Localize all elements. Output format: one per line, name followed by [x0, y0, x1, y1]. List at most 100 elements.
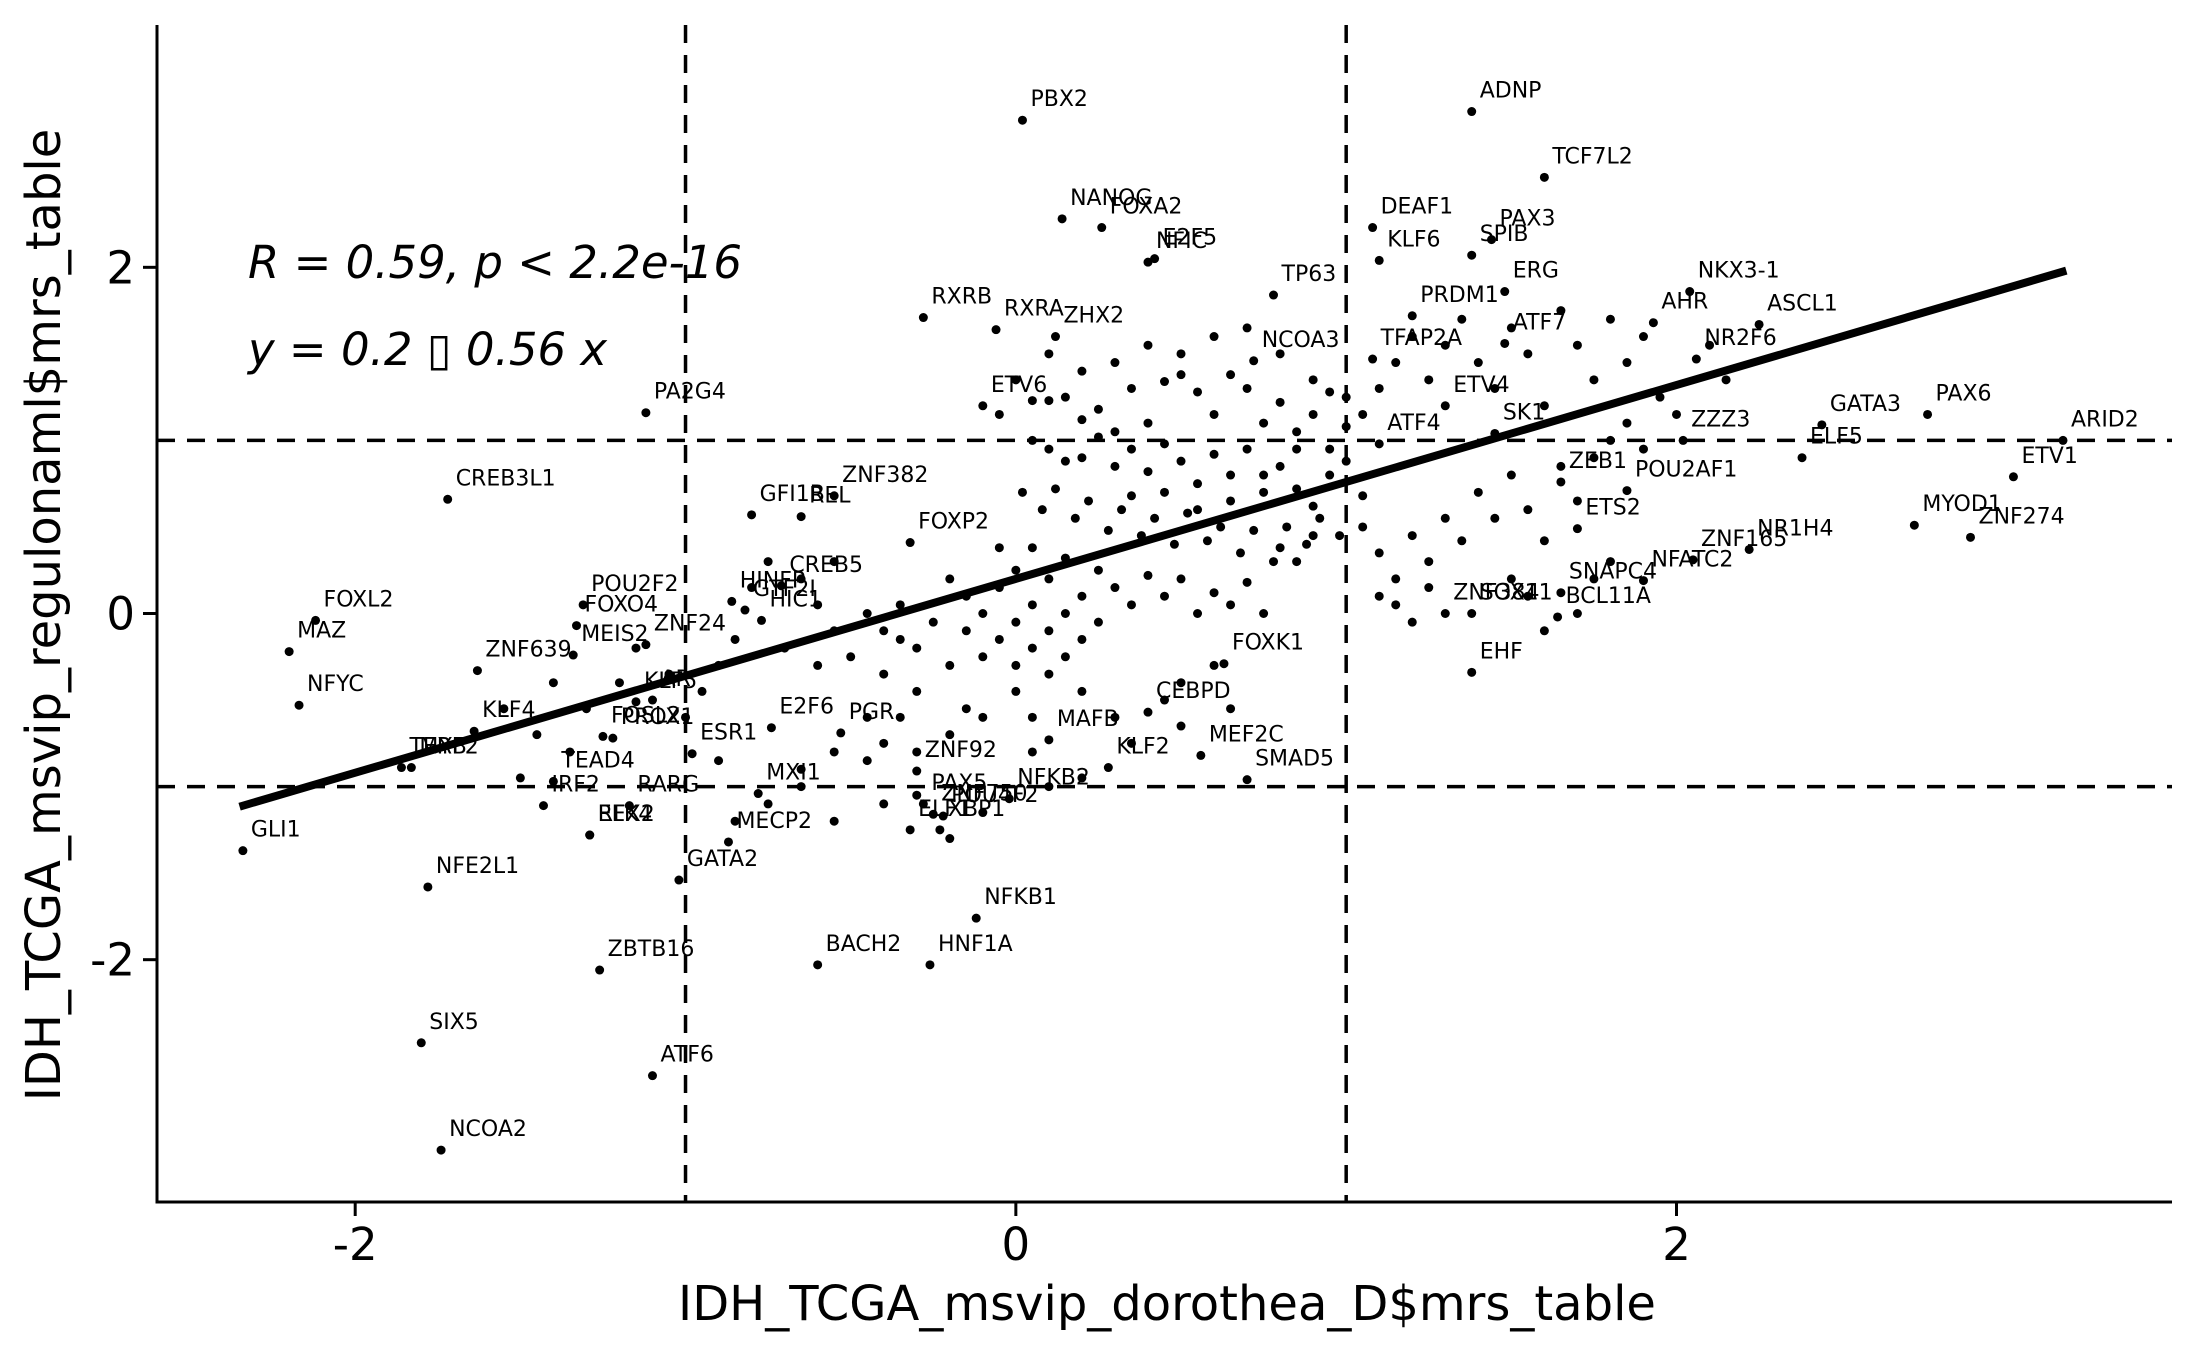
- data-point: [1556, 477, 1566, 487]
- data-point: [472, 666, 482, 676]
- data-point: [918, 313, 928, 323]
- point-label: CEBPD: [1156, 679, 1231, 704]
- point-label: FOXL2: [324, 587, 394, 612]
- data-point: [1202, 536, 1212, 546]
- point-label: PA2G4: [654, 380, 726, 405]
- data-point: [238, 846, 248, 856]
- point-label: SK1: [1503, 400, 1545, 425]
- point-label: ZNF384: [1453, 581, 1539, 606]
- data-point: [416, 1038, 426, 1048]
- point-label: NFKB2: [1017, 766, 1090, 791]
- data-point: [1797, 453, 1807, 463]
- point-label: MECP2: [736, 809, 812, 834]
- data-point: [971, 913, 981, 923]
- data-point: [747, 583, 757, 593]
- data-point: [879, 626, 889, 636]
- data-point: [1044, 782, 1054, 792]
- data-point: [1341, 422, 1351, 432]
- data-point: [2008, 472, 2018, 482]
- point-label: BCL11A: [1566, 584, 1651, 609]
- data-point: [905, 825, 915, 835]
- data-point: [829, 557, 839, 567]
- data-point: [1027, 643, 1037, 653]
- data-point: [1622, 358, 1632, 368]
- data-point: [1368, 223, 1378, 233]
- data-point: [879, 669, 889, 679]
- point-label: SNAPC4: [1569, 560, 1657, 585]
- data-point: [730, 634, 740, 644]
- data-point: [918, 799, 928, 809]
- data-point: [935, 825, 945, 835]
- data-point: [1044, 574, 1054, 584]
- data-point: [1060, 392, 1070, 402]
- data-point: [1027, 396, 1037, 406]
- data-point: [1467, 609, 1477, 618]
- data-point: [1117, 505, 1127, 515]
- point-label: PRDM1: [1420, 283, 1498, 308]
- point-label: ETV4: [1453, 373, 1509, 398]
- data-point: [578, 600, 588, 610]
- data-point: [1506, 574, 1516, 584]
- point-label: ZZZ3: [1691, 407, 1750, 432]
- point-label: GLI1: [251, 818, 301, 843]
- data-point: [796, 574, 806, 584]
- data-point: [1176, 678, 1186, 688]
- data-point: [1216, 522, 1226, 532]
- point-label: RXRA: [1004, 297, 1064, 322]
- data-point: [796, 512, 806, 522]
- point-label: E2F6: [779, 695, 834, 720]
- data-point: [515, 773, 525, 783]
- data-point: [1556, 588, 1566, 598]
- data-point: [1011, 617, 1021, 627]
- data-point: [1500, 338, 1510, 348]
- data-point: [687, 749, 697, 759]
- data-point: [1572, 496, 1582, 506]
- data-point: [1539, 172, 1549, 182]
- data-point: [1589, 375, 1599, 385]
- data-point: [1259, 418, 1269, 428]
- x-tick-label: 0: [1002, 1218, 1031, 1271]
- data-point: [1150, 513, 1160, 523]
- data-point: [879, 799, 889, 809]
- data-point: [1077, 773, 1087, 783]
- data-point: [1160, 439, 1169, 449]
- x-tick-label: -2: [333, 1218, 378, 1271]
- data-point: [1226, 704, 1236, 714]
- data-point: [1176, 574, 1186, 584]
- point-label: ZNF382: [842, 463, 928, 488]
- data-point: [1275, 397, 1285, 407]
- data-point: [1648, 318, 1658, 328]
- point-label: KLF6: [1387, 227, 1440, 252]
- point-label: GATA3: [1830, 392, 1901, 417]
- data-point: [1341, 392, 1351, 402]
- data-point: [1672, 409, 1682, 419]
- data-point: [1097, 223, 1107, 233]
- data-point: [1044, 626, 1054, 636]
- data-point: [1817, 420, 1827, 430]
- y-tick-label: 0: [106, 588, 135, 641]
- axes: -2 0 2 -2 0 2: [90, 25, 2172, 1271]
- data-point: [1242, 444, 1252, 454]
- point-label: SPIB: [1480, 222, 1529, 247]
- data-point: [1473, 487, 1483, 497]
- data-point: [1242, 775, 1252, 785]
- data-point: [1242, 323, 1252, 333]
- point-label: KLF2: [1116, 735, 1169, 760]
- data-point: [1176, 721, 1186, 731]
- stat-text: R = 0.59, p < 2.2e-16: [248, 236, 742, 289]
- point-label: ELF1: [918, 797, 971, 822]
- data-point: [1269, 557, 1279, 567]
- data-point: [1721, 375, 1731, 385]
- data-point: [1341, 456, 1351, 466]
- data-point: [862, 609, 872, 618]
- data-point: [1335, 531, 1345, 541]
- data-point: [647, 1071, 657, 1081]
- data-point: [796, 782, 806, 792]
- point-label: PROX1: [621, 705, 695, 730]
- data-point: [862, 712, 872, 722]
- data-point: [1678, 435, 1688, 445]
- data-point: [641, 640, 651, 650]
- data-point: [548, 678, 558, 688]
- data-point: [1539, 401, 1549, 411]
